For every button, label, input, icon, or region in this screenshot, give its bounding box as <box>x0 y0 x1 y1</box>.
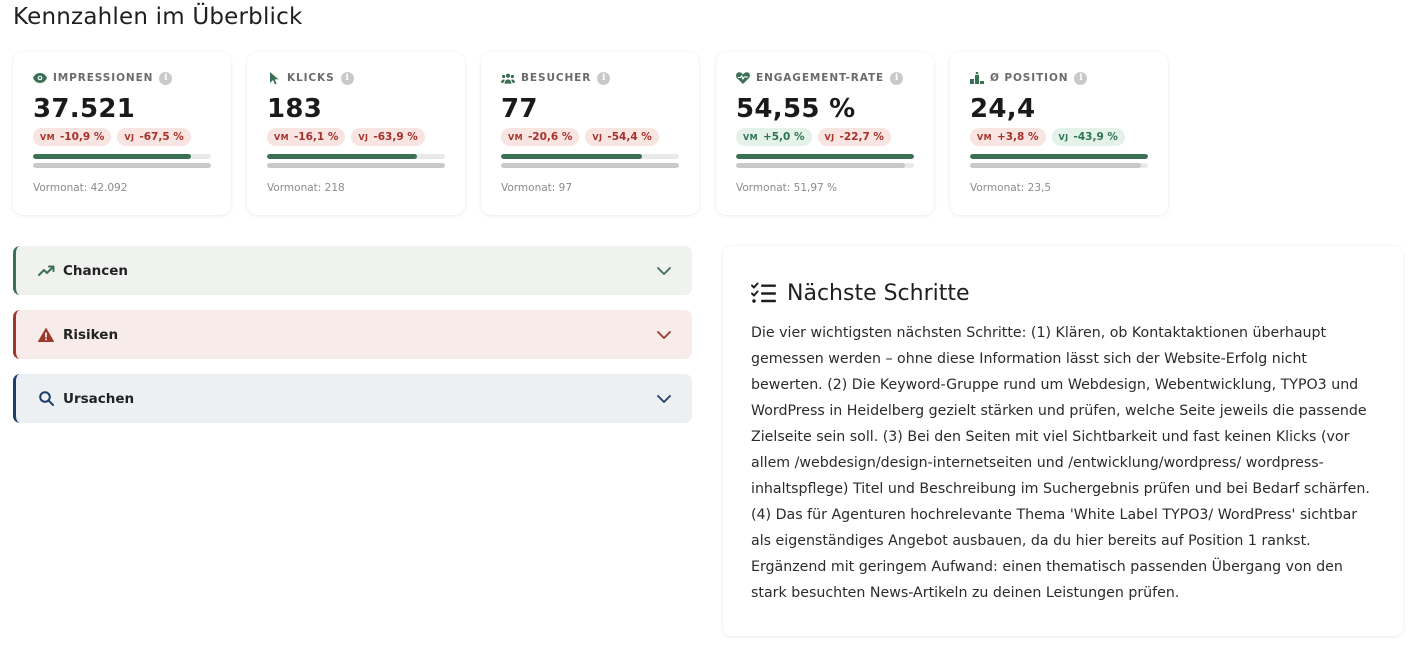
chevron-down-icon[interactable] <box>656 263 672 279</box>
next-steps-panel: Nächste Schritte Die vier wichtigsten nä… <box>723 246 1403 636</box>
next-steps-title: Nächste Schritte <box>787 280 970 306</box>
previous-bar <box>970 163 1148 168</box>
kpi-value: 77 <box>501 94 538 124</box>
accordion-chancen[interactable]: Chancen <box>13 246 692 295</box>
current-bar <box>736 154 914 159</box>
cursor-icon <box>267 71 281 85</box>
kpi-card-besucher: BESUCHER i 77 VM -20,6 % VJ -54,4 % Vormon… <box>481 52 699 215</box>
trend-up-icon <box>37 262 55 280</box>
accordion-label: Ursachen <box>63 390 135 407</box>
badge-vm: VM -10,9 % <box>33 128 112 146</box>
info-icon[interactable]: i <box>159 71 173 85</box>
chevron-down-icon[interactable] <box>656 327 672 343</box>
previous-bar <box>501 163 679 168</box>
kpi-label: BESUCHER <box>521 72 592 84</box>
previous-month-value: Vormonat: 23,5 <box>970 182 1052 194</box>
eye-icon <box>33 71 47 85</box>
badge-vj: VJ -22,7 % <box>817 128 891 146</box>
kpi-card-impressionen: IMPRESSIONEN i 37.521 VM -10,9 % VJ -67,5 … <box>13 52 231 215</box>
info-icon[interactable]: i <box>340 71 354 85</box>
kpi-value: 183 <box>267 94 323 124</box>
badge-vm: VM -16,1 % <box>267 128 346 146</box>
kpi-label: Ø POSITION <box>990 72 1069 84</box>
search-icon <box>37 390 55 408</box>
page-title: Kennzahlen im Überblick <box>13 4 303 30</box>
info-icon[interactable]: i <box>1074 71 1088 85</box>
current-bar <box>267 154 445 159</box>
heart-pulse-icon <box>736 71 750 85</box>
kpi-label: ENGAGEMENT-RATE <box>756 72 885 84</box>
kpi-value: 37.521 <box>33 94 136 124</box>
accordion-ursachen[interactable]: Ursachen <box>13 374 692 423</box>
users-icon <box>501 71 515 85</box>
accordion-risiken[interactable]: Risiken <box>13 310 692 359</box>
warning-icon <box>37 326 55 344</box>
kpi-value: 24,4 <box>970 94 1036 124</box>
badge-vj: VJ -43,9 % <box>1051 128 1125 146</box>
info-icon[interactable]: i <box>597 71 611 85</box>
podium-icon <box>970 71 984 85</box>
checklist-icon <box>751 281 779 305</box>
previous-bar <box>736 163 914 168</box>
accordion-label: Risiken <box>63 326 119 343</box>
previous-month-value: Vormonat: 42.092 <box>33 182 128 194</box>
previous-month-value: Vormonat: 218 <box>267 182 345 194</box>
badge-vj: VJ -54,4 % <box>585 128 659 146</box>
chevron-down-icon[interactable] <box>656 391 672 407</box>
next-steps-text: Die vier wichtigsten nächsten Schritte: … <box>751 325 1370 601</box>
previous-month-value: Vormonat: 51,97 % <box>736 182 838 194</box>
badge-vj: VJ -63,9 % <box>351 128 425 146</box>
kpi-value: 54,55 % <box>736 94 856 124</box>
kpi-label: KLICKS <box>287 72 335 84</box>
badge-vm: VM +3,8 % <box>970 128 1046 146</box>
kpi-label: IMPRESSIONEN <box>53 72 154 84</box>
current-bar <box>970 154 1148 159</box>
current-bar <box>33 154 211 159</box>
badge-vm: VM -20,6 % <box>501 128 580 146</box>
current-bar <box>501 154 679 159</box>
previous-month-value: Vormonat: 97 <box>501 182 573 194</box>
badge-vm: VM +5,0 % <box>736 128 812 146</box>
kpi-card-position: Ø POSITION i 24,4 VM +3,8 % VJ -43,9 % Vor… <box>950 52 1168 215</box>
kpi-card-engagement-rate: ENGAGEMENT-RATE i 54,55 % VM +5,0 % VJ -22… <box>716 52 934 215</box>
accordion-label: Chancen <box>63 262 129 279</box>
badge-vj: VJ -67,5 % <box>117 128 191 146</box>
kpi-card-klicks: KLICKS i 183 VM -16,1 % VJ -63,9 % Vormona… <box>247 52 465 215</box>
previous-bar <box>33 163 211 168</box>
previous-bar <box>267 163 445 168</box>
info-icon[interactable]: i <box>890 71 904 85</box>
